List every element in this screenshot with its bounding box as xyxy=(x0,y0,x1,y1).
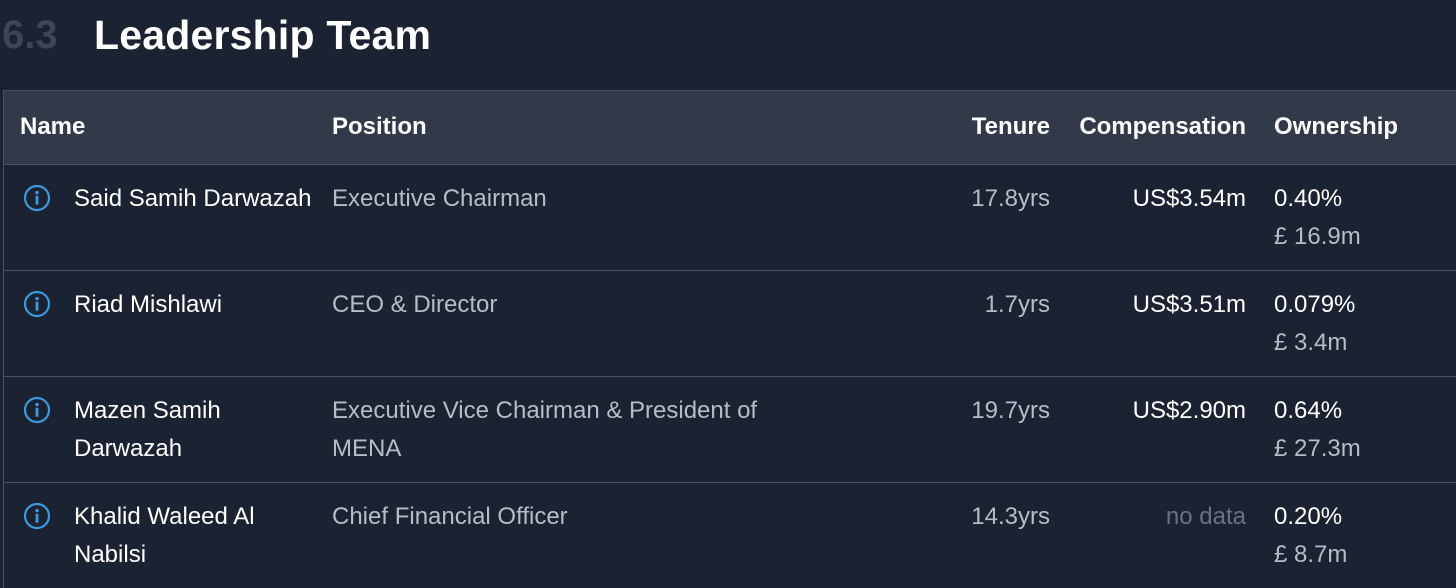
tenure-cell: 1.7yrs xyxy=(832,270,1050,376)
tenure-cell: 17.8yrs xyxy=(832,164,1050,270)
compensation-cell: no data xyxy=(1050,482,1246,588)
table-row: Mazen Samih Darwazah Executive Vice Chai… xyxy=(4,376,1456,482)
executive-position: Chief Financial Officer xyxy=(332,502,568,530)
section-header: 6.3 Leadership Team xyxy=(0,8,431,62)
name-cell: Mazen Samih Darwazah xyxy=(74,376,332,482)
executive-name[interactable]: Mazen Samih Darwazah xyxy=(74,396,221,462)
name-cell: Riad Mishlawi xyxy=(74,270,332,376)
executive-compensation: US$3.54m xyxy=(1132,184,1246,212)
position-cell: CEO & Director xyxy=(332,270,832,376)
executive-name[interactable]: Said Samih Darwazah xyxy=(74,184,312,212)
position-cell: Executive Chairman xyxy=(332,164,832,270)
ownership-value: £ 16.9m xyxy=(1274,222,1361,250)
executive-compensation: US$2.90m xyxy=(1132,396,1246,424)
leadership-table: Name Position Tenure Compensation Owners… xyxy=(4,91,1456,588)
section-title: Leadership Team xyxy=(94,11,432,58)
info-cell xyxy=(4,164,74,270)
executive-tenure: 14.3yrs xyxy=(971,502,1050,530)
ownership-cell: 0.079% £ 3.4m xyxy=(1246,270,1456,376)
info-cell xyxy=(4,376,74,482)
executive-position: Executive Chairman xyxy=(332,184,547,212)
executive-name[interactable]: Khalid Waleed Al Nabilsi xyxy=(74,502,255,568)
info-icon[interactable] xyxy=(23,184,51,212)
executive-tenure: 1.7yrs xyxy=(984,290,1050,318)
executive-tenure: 19.7yrs xyxy=(971,396,1050,424)
info-icon[interactable] xyxy=(23,396,51,424)
table-header-row: Name Position Tenure Compensation Owners… xyxy=(4,91,1456,164)
table-header: Name Position Tenure Compensation Owners… xyxy=(4,91,1456,164)
ownership-cell: 0.40% £ 16.9m xyxy=(1246,164,1456,270)
position-cell: Chief Financial Officer xyxy=(332,482,832,588)
executive-position: Executive Vice Chairman & President of M… xyxy=(332,396,758,462)
executive-compensation: US$3.51m xyxy=(1132,290,1246,318)
ownership-value: £ 27.3m xyxy=(1274,434,1361,462)
header-position[interactable]: Position xyxy=(332,113,427,141)
info-icon[interactable] xyxy=(23,290,51,318)
header-name[interactable]: Name xyxy=(20,113,86,141)
table-row: Khalid Waleed Al Nabilsi Chief Financial… xyxy=(4,482,1456,588)
ownership-cell: 0.64% £ 27.3m xyxy=(1246,376,1456,482)
header-compensation[interactable]: Compensation xyxy=(1079,113,1246,141)
ownership-percent: 0.40% xyxy=(1274,184,1343,212)
table-row: Riad Mishlawi CEO & Director 1.7yrs US$3… xyxy=(4,270,1456,376)
ownership-value: £ 8.7m xyxy=(1274,540,1348,568)
ownership-percent: 0.079% xyxy=(1274,290,1356,318)
tenure-cell: 14.3yrs xyxy=(832,482,1050,588)
compensation-cell: US$3.51m xyxy=(1050,270,1246,376)
leadership-table-container: Name Position Tenure Compensation Owners… xyxy=(3,90,1456,588)
section-number: 6.3 xyxy=(2,12,58,57)
executive-name[interactable]: Riad Mishlawi xyxy=(74,290,223,318)
name-cell: Said Samih Darwazah xyxy=(74,164,332,270)
executive-tenure: 17.8yrs xyxy=(971,184,1050,212)
executive-compensation: no data xyxy=(1165,502,1246,530)
header-tenure[interactable]: Tenure xyxy=(971,113,1050,141)
compensation-cell: US$2.90m xyxy=(1050,376,1246,482)
ownership-percent: 0.64% xyxy=(1274,396,1343,424)
info-cell xyxy=(4,482,74,588)
ownership-value: £ 3.4m xyxy=(1274,328,1348,356)
name-cell: Khalid Waleed Al Nabilsi xyxy=(74,482,332,588)
compensation-cell: US$3.54m xyxy=(1050,164,1246,270)
info-cell xyxy=(4,270,74,376)
executive-position: CEO & Director xyxy=(332,290,498,318)
table-body: Said Samih Darwazah Executive Chairman 1… xyxy=(4,164,1456,588)
ownership-cell: 0.20% £ 8.7m xyxy=(1246,482,1456,588)
header-ownership[interactable]: Ownership xyxy=(1274,113,1399,141)
table-row: Said Samih Darwazah Executive Chairman 1… xyxy=(4,164,1456,270)
tenure-cell: 19.7yrs xyxy=(832,376,1050,482)
position-cell: Executive Vice Chairman & President of M… xyxy=(332,376,832,482)
ownership-percent: 0.20% xyxy=(1274,502,1343,530)
info-icon[interactable] xyxy=(23,502,51,530)
